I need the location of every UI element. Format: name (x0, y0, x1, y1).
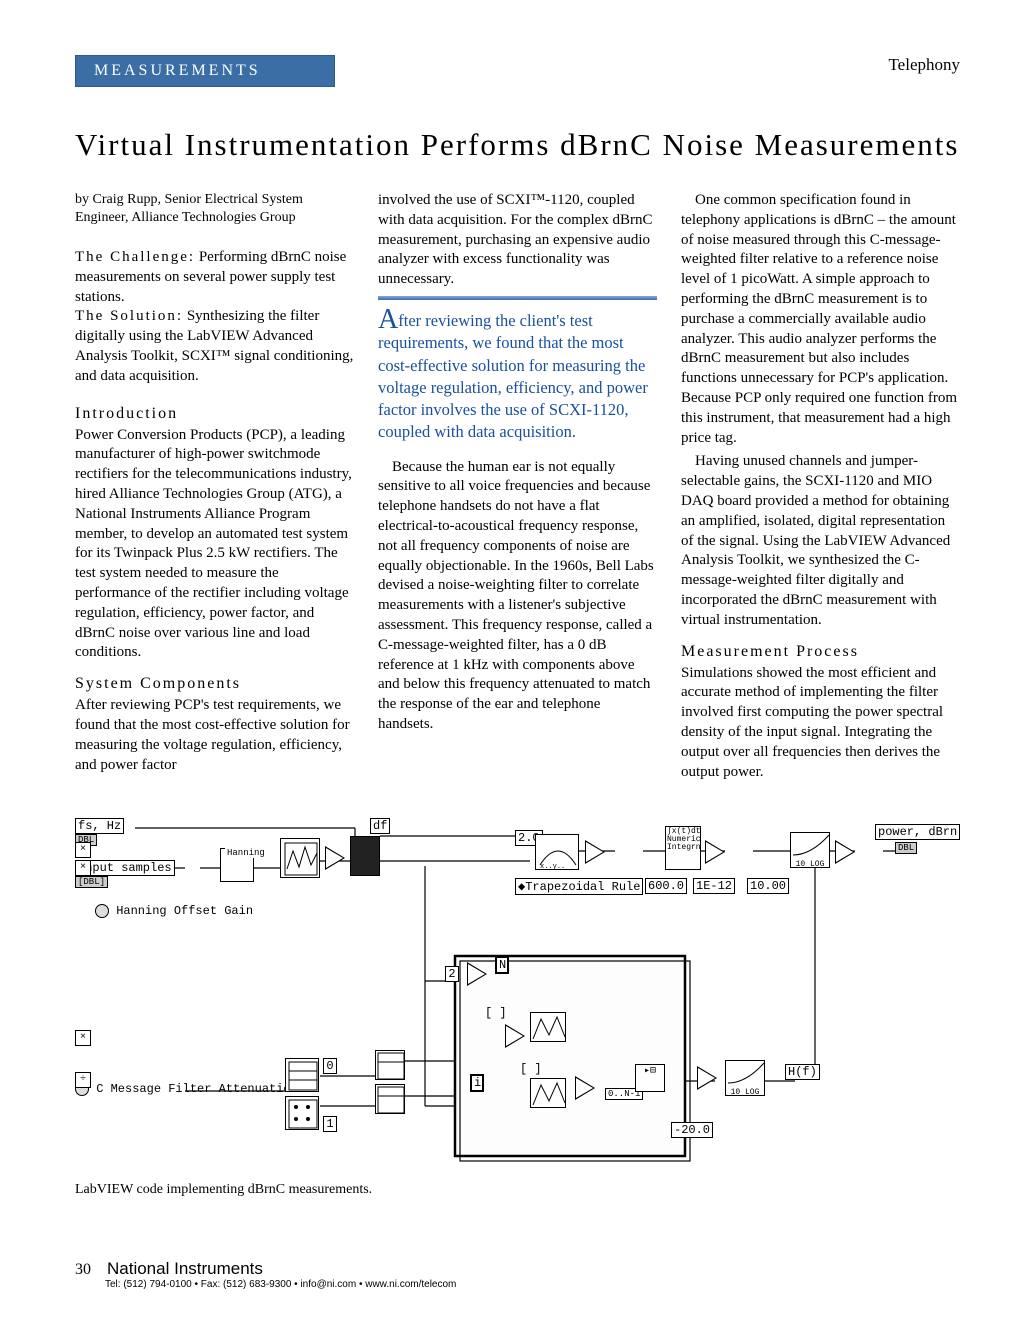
node-n2: 2 (445, 966, 459, 982)
challenge-block: The Challenge: Performing dBrnC noise me… (75, 248, 354, 387)
multiply-node-1: × (75, 860, 91, 876)
measurement-heading: Measurement Process (681, 641, 960, 662)
page-number: 30 (75, 1261, 91, 1279)
bracket-2: [ ] (520, 1062, 542, 1076)
node-df: df (370, 818, 390, 834)
cluster-node (285, 1096, 319, 1130)
node-fs: fs, Hz (75, 818, 124, 834)
column-2: involved the use of SCXI™-1120, coupled … (378, 191, 657, 786)
category-tag: MEASUREMENTS (75, 55, 335, 87)
integral-node: ∫x(t)dt Numeric Integrn (665, 826, 701, 870)
array-node-3 (375, 1084, 405, 1114)
byline: by Craig Rupp, Senior Electrical System … (75, 191, 354, 228)
array-node-1 (285, 1058, 319, 1092)
pullquote: After reviewing the client's test requir… (378, 310, 657, 444)
amp-node-2 (585, 840, 605, 864)
challenge-label: The Challenge: (75, 249, 195, 265)
labview-diagram: fs, Hz DBL input samples [DBL] × Hanning… (75, 806, 955, 1176)
measurement-body: Simulations showed the most efficient an… (681, 664, 960, 783)
node-dbl3: DBL (895, 842, 917, 854)
col3-p1: One common specification found in teleph… (681, 191, 960, 448)
contact-info: Tel: (512) 794-0100 • Fax: (512) 683-930… (105, 1279, 960, 1290)
node-600: 600.0 (645, 878, 687, 894)
footer: 30 National Instruments Tel: (512) 794-0… (75, 1259, 960, 1290)
column-1: by Craig Rupp, Senior Electrical System … (75, 191, 354, 786)
divide-node-2: ÷ (75, 1072, 91, 1088)
intro-heading: Introduction (75, 403, 354, 424)
header: MEASUREMENTS Telephony (75, 55, 960, 87)
node-N: N (495, 956, 509, 974)
pullquote-bar (378, 296, 657, 300)
node-one: 1 (323, 1116, 337, 1132)
interp-node-2 (530, 1078, 566, 1108)
amp-node-6 (505, 1024, 525, 1048)
node-power: power, dBrn (875, 824, 960, 840)
article-columns: by Craig Rupp, Senior Electrical System … (75, 191, 960, 786)
amp-node-8 (697, 1066, 717, 1090)
amp-node-1 (325, 846, 345, 870)
cmsg-label: C Message Filter Attenuation (75, 1082, 298, 1096)
xy-node: x..y.. (535, 834, 579, 870)
svg-text:x..y..: x..y.. (540, 863, 565, 871)
array-node-2 (375, 1050, 405, 1080)
multiply-node-4: × (75, 1030, 91, 1046)
amp-node-4 (835, 840, 855, 864)
log-node-2: 10 LOG (725, 1060, 765, 1096)
select-node: ▸⊟ (635, 1064, 665, 1092)
interp-node-1 (530, 1012, 566, 1042)
bracket-1: [ ] (485, 1006, 507, 1020)
node-i: i (470, 1074, 484, 1092)
diagram-caption: LabVIEW code implementing dBrnC measurem… (75, 1182, 960, 1198)
node-m20: -20.0 (671, 1122, 713, 1138)
article-title: Virtual Instrumentation Performs dBrnC N… (75, 127, 960, 163)
brand-name: National Instruments (107, 1259, 263, 1279)
column-3: One common specification found in teleph… (681, 191, 960, 786)
node-1e12: 1E-12 (693, 878, 735, 894)
col2-body: Because the human ear is not equally sen… (378, 458, 657, 735)
col3-p2: Having unused channels and jumper-select… (681, 452, 960, 630)
solution-label: The Solution: (75, 308, 183, 324)
system-body: After reviewing PCP's test requirements,… (75, 696, 354, 775)
intro-body: Power Conversion Products (PCP), a leadi… (75, 426, 354, 664)
system-heading: System Components (75, 673, 354, 694)
section-label: Telephony (888, 55, 960, 75)
hanning-label: Hanning (225, 848, 267, 858)
amp-node-3 (705, 840, 725, 864)
node-trap: ◆Trapezoidal Rule (515, 878, 643, 895)
pullquote-text: fter reviewing the client's test require… (378, 311, 648, 441)
multiply-node-3: × (75, 842, 91, 858)
amp-node-5 (467, 962, 487, 986)
col2-top: involved the use of SCXI™-1120, coupled … (378, 191, 657, 290)
amp-node-7 (575, 1076, 595, 1100)
scope-node (350, 836, 380, 876)
node-zero: 0 (323, 1058, 337, 1074)
node-10: 10.00 (747, 878, 789, 894)
node-dbl2: [DBL] (75, 876, 108, 888)
node-hf: H(f) (785, 1064, 820, 1080)
hanning-offset-label: Hanning Offset Gain (95, 904, 253, 918)
log-node-1: 10 LOG (790, 832, 830, 868)
fft-node (280, 838, 320, 878)
dropcap: A (378, 304, 398, 335)
